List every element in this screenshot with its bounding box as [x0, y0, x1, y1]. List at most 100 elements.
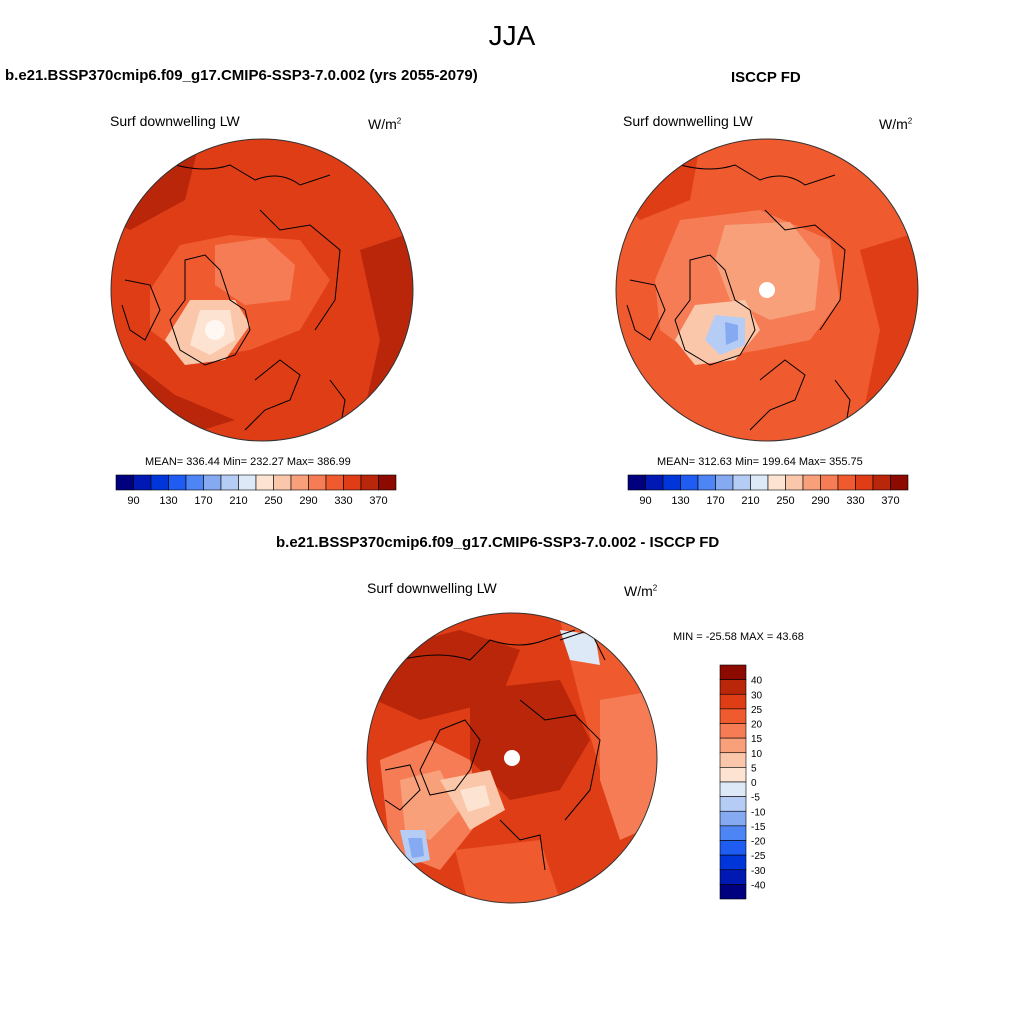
colorbar-diff-swatch: [719, 693, 747, 710]
colorbar-model-swatch: [150, 474, 169, 491]
colorbar-diff-swatch: [719, 869, 747, 885]
panel3-title: b.e21.BSSP370cmip6.f09_g17.CMIP6-SSP3-7.…: [276, 534, 720, 551]
colorbar-obs: 90 130 170 210 250 290 330 370: [627, 474, 909, 507]
colorbar-diff-swatch: [719, 737, 747, 754]
colorbar-diff-swatch: [719, 810, 747, 827]
colorbar-diff-tick-label: 0: [751, 778, 757, 789]
colorbar-diff-tick-label: 30: [751, 690, 763, 701]
figure-title: JJA: [488, 20, 536, 51]
colorbar-diff-swatch: [719, 664, 747, 680]
colorbar-diff-tick-label: -25: [751, 851, 766, 862]
colorbar-diff-swatch: [719, 781, 747, 797]
colorbar-obs-swatch: [802, 474, 821, 491]
colorbar-diff-swatch: [719, 825, 747, 841]
colorbar-diff-tick-label: -20: [751, 837, 766, 848]
colorbar-diff-swatch: [719, 708, 747, 724]
colorbar-model-swatch: [168, 474, 187, 491]
map-diff-outline: [366, 612, 658, 904]
map-obs-outline: [615, 138, 919, 442]
colorbar-model-tick-label: 330: [334, 495, 352, 507]
colorbar-obs-swatch: [872, 474, 891, 491]
colorbar-diff-tick-label: 10: [751, 749, 763, 760]
colorbar-model-swatch: [273, 474, 292, 491]
colorbar-model: 90 130 170 210 250 290 330 370: [115, 474, 397, 507]
colorbar-obs-swatch: [750, 474, 769, 491]
colorbar-model-tick-label: 170: [194, 495, 212, 507]
panel2-title: ISCCP FD: [731, 69, 801, 86]
colorbar-diff-swatch: [719, 752, 747, 768]
panel2-stats: MEAN= 312.63 Min= 199.64 Max= 355.75: [657, 456, 863, 468]
panel1-title: b.e21.BSSP370cmip6.f09_g17.CMIP6-SSP3-7.…: [5, 67, 478, 84]
colorbar-diff-swatch: [719, 840, 747, 856]
panel1-stats: MEAN= 336.44 Min= 232.27 Max= 386.99: [145, 456, 351, 468]
panel2-variable: Surf downwelling LW: [623, 113, 753, 129]
colorbar-diff-swatch: [719, 796, 747, 812]
colorbar-diff-swatch: [719, 854, 747, 871]
colorbar-obs-swatch: [732, 474, 751, 491]
map-model-coastlines: [121, 159, 346, 431]
colorbar-model-tick-label: 130: [159, 495, 177, 507]
colorbar-obs-swatch: [627, 474, 646, 491]
colorbar-diff-tick-label: -15: [751, 822, 766, 833]
colorbar-model-swatch: [290, 474, 309, 491]
colorbar-diff-tick-label: 5: [751, 763, 757, 774]
panel1-variable: Surf downwelling LW: [110, 113, 240, 129]
map-diff-pole-hole: [504, 750, 520, 766]
colorbar-model-swatch: [220, 474, 239, 491]
colorbar-obs-swatch: [785, 474, 804, 491]
colorbar-model-tick-label: 90: [127, 495, 139, 507]
colorbar-model-swatch: [308, 474, 327, 491]
map-obs-coastlines: [626, 159, 851, 431]
colorbar-model-swatch: [325, 474, 344, 491]
colorbar-model-swatch: [360, 474, 379, 491]
colorbar-model-swatch: [378, 474, 397, 491]
colorbar-model-swatch: [185, 474, 204, 491]
colorbar-diff-tick-label: 40: [751, 676, 763, 687]
panel3-stats: MIN = -25.58 MAX = 43.68: [673, 631, 804, 643]
colorbar-diff-tick-label: 15: [751, 734, 763, 745]
map-model-outline: [110, 138, 414, 442]
panel3-units: W/m2: [624, 583, 658, 599]
panel3-variable: Surf downwelling LW: [367, 580, 497, 596]
colorbar-obs-tick-label: 370: [881, 495, 899, 507]
colorbar-obs-tick-label: 330: [846, 495, 864, 507]
colorbar-obs-tick-label: 170: [706, 495, 724, 507]
colorbar-obs-swatch: [820, 474, 839, 491]
colorbar-model-swatch: [238, 474, 257, 491]
panel1-units: W/m2: [368, 116, 402, 132]
colorbar-model-tick-label: 370: [369, 495, 387, 507]
colorbar-model-swatch: [115, 474, 134, 491]
colorbar-diff-tick-label: 25: [751, 705, 763, 716]
colorbar-diff-tick-label: -10: [751, 807, 766, 818]
colorbar-model-swatch: [133, 474, 152, 491]
colorbar-obs-swatch: [715, 474, 734, 491]
colorbar-obs-swatch: [855, 474, 874, 491]
colorbar-model-tick-label: 250: [264, 495, 282, 507]
colorbar-model-swatch: [203, 474, 222, 491]
colorbar-diff: 40 30 25 20 15 10 5 0 -5 -10 -15 -20 -25 -30 -40: [719, 664, 766, 900]
colorbar-obs-swatch: [767, 474, 786, 491]
colorbar-diff-tick-label: -30: [751, 866, 766, 877]
colorbar-obs-tick-label: 90: [639, 495, 651, 507]
map-diff-field: [367, 613, 657, 903]
colorbar-obs-swatch: [697, 474, 716, 491]
colorbar-obs-swatch: [645, 474, 664, 491]
colorbar-obs-swatch: [837, 474, 856, 491]
map-obs-pole-hole: [759, 282, 775, 298]
colorbar-obs-tick-label: 130: [671, 495, 689, 507]
colorbar-diff-swatch: [719, 679, 747, 695]
colorbar-diff-tick-label: -5: [751, 793, 760, 804]
colorbar-diff-tick-label: -40: [751, 880, 766, 891]
colorbar-diff-tick-label: 20: [751, 720, 763, 731]
colorbar-obs-swatch: [890, 474, 909, 491]
colorbar-obs-tick-label: 210: [741, 495, 759, 507]
colorbar-model-tick-label: 210: [229, 495, 247, 507]
colorbar-obs-tick-label: 290: [811, 495, 829, 507]
colorbar-model-tick-label: 290: [299, 495, 317, 507]
colorbar-diff-swatch: [719, 723, 747, 739]
colorbar-diff-swatch: [719, 884, 747, 900]
colorbar-obs-tick-label: 250: [776, 495, 794, 507]
colorbar-obs-swatch: [680, 474, 699, 491]
colorbar-diff-swatch: [719, 767, 747, 783]
